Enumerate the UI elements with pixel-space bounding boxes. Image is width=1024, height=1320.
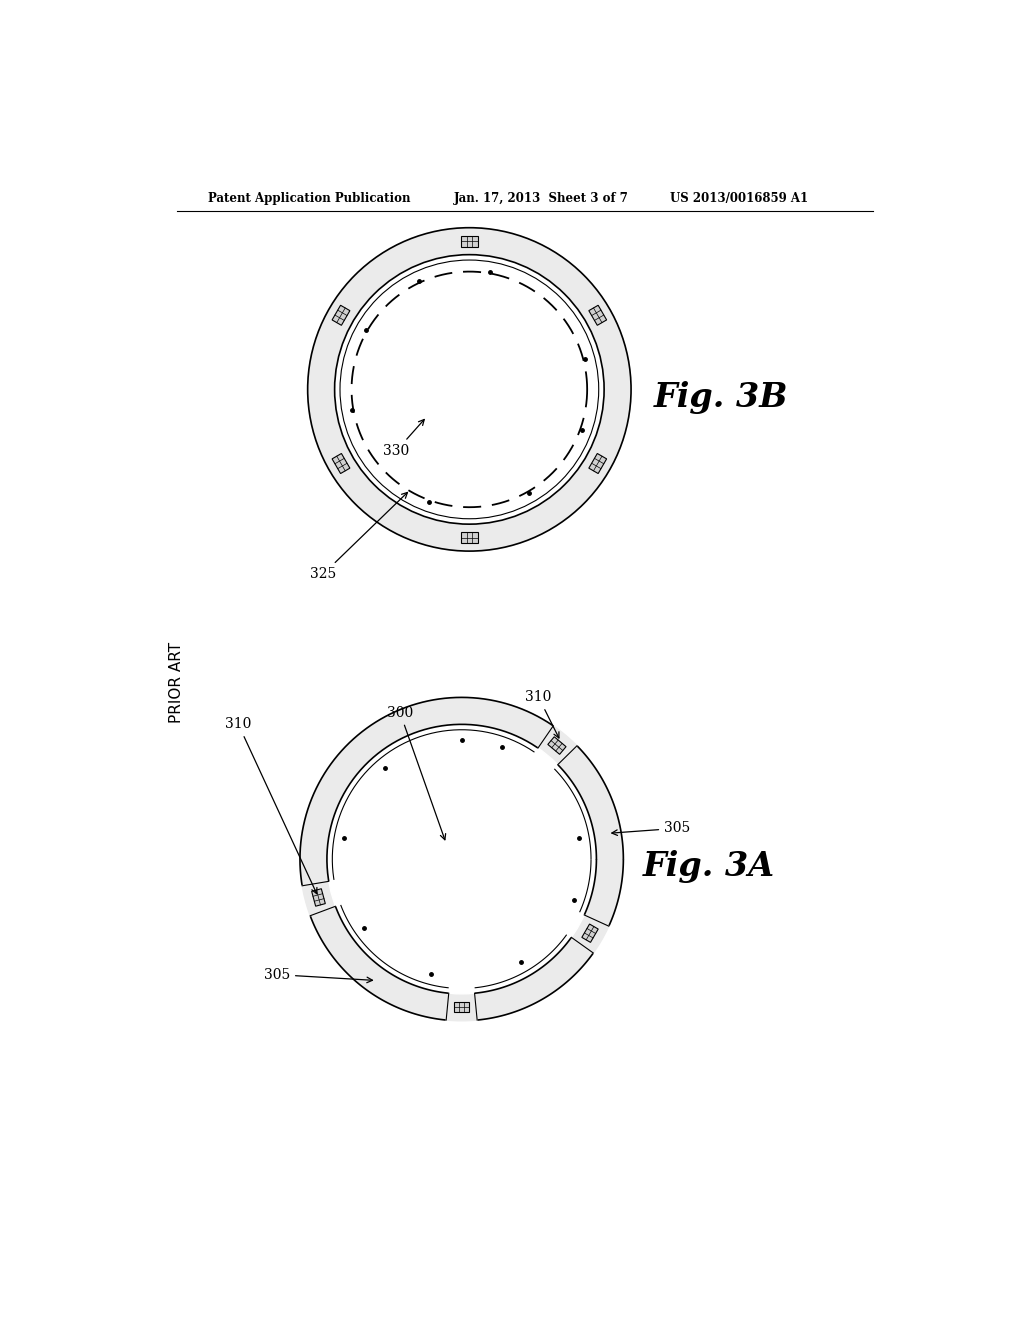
Polygon shape <box>332 305 350 325</box>
Polygon shape <box>311 888 326 907</box>
Text: 325: 325 <box>310 492 408 581</box>
Polygon shape <box>582 924 598 942</box>
Text: 300: 300 <box>387 706 445 840</box>
Text: 305: 305 <box>611 821 690 836</box>
Polygon shape <box>454 1002 469 1012</box>
Circle shape <box>300 697 624 1020</box>
Text: Jan. 17, 2013  Sheet 3 of 7: Jan. 17, 2013 Sheet 3 of 7 <box>454 191 629 205</box>
Polygon shape <box>461 236 478 247</box>
Polygon shape <box>548 737 566 754</box>
Circle shape <box>307 227 631 552</box>
Text: Patent Application Publication: Patent Application Publication <box>208 191 410 205</box>
Circle shape <box>327 725 596 994</box>
Text: 330: 330 <box>383 420 424 458</box>
Text: US 2013/0016859 A1: US 2013/0016859 A1 <box>670 191 808 205</box>
Polygon shape <box>589 305 606 325</box>
Text: Fig. 3B: Fig. 3B <box>654 380 788 413</box>
Text: 310: 310 <box>525 690 559 738</box>
Circle shape <box>335 255 604 524</box>
Polygon shape <box>332 454 350 474</box>
Polygon shape <box>461 532 478 543</box>
Text: 310: 310 <box>225 717 316 894</box>
Text: Fig. 3A: Fig. 3A <box>643 850 775 883</box>
Text: 305: 305 <box>264 968 373 982</box>
Polygon shape <box>589 454 606 474</box>
Text: PRIOR ART: PRIOR ART <box>169 642 184 722</box>
